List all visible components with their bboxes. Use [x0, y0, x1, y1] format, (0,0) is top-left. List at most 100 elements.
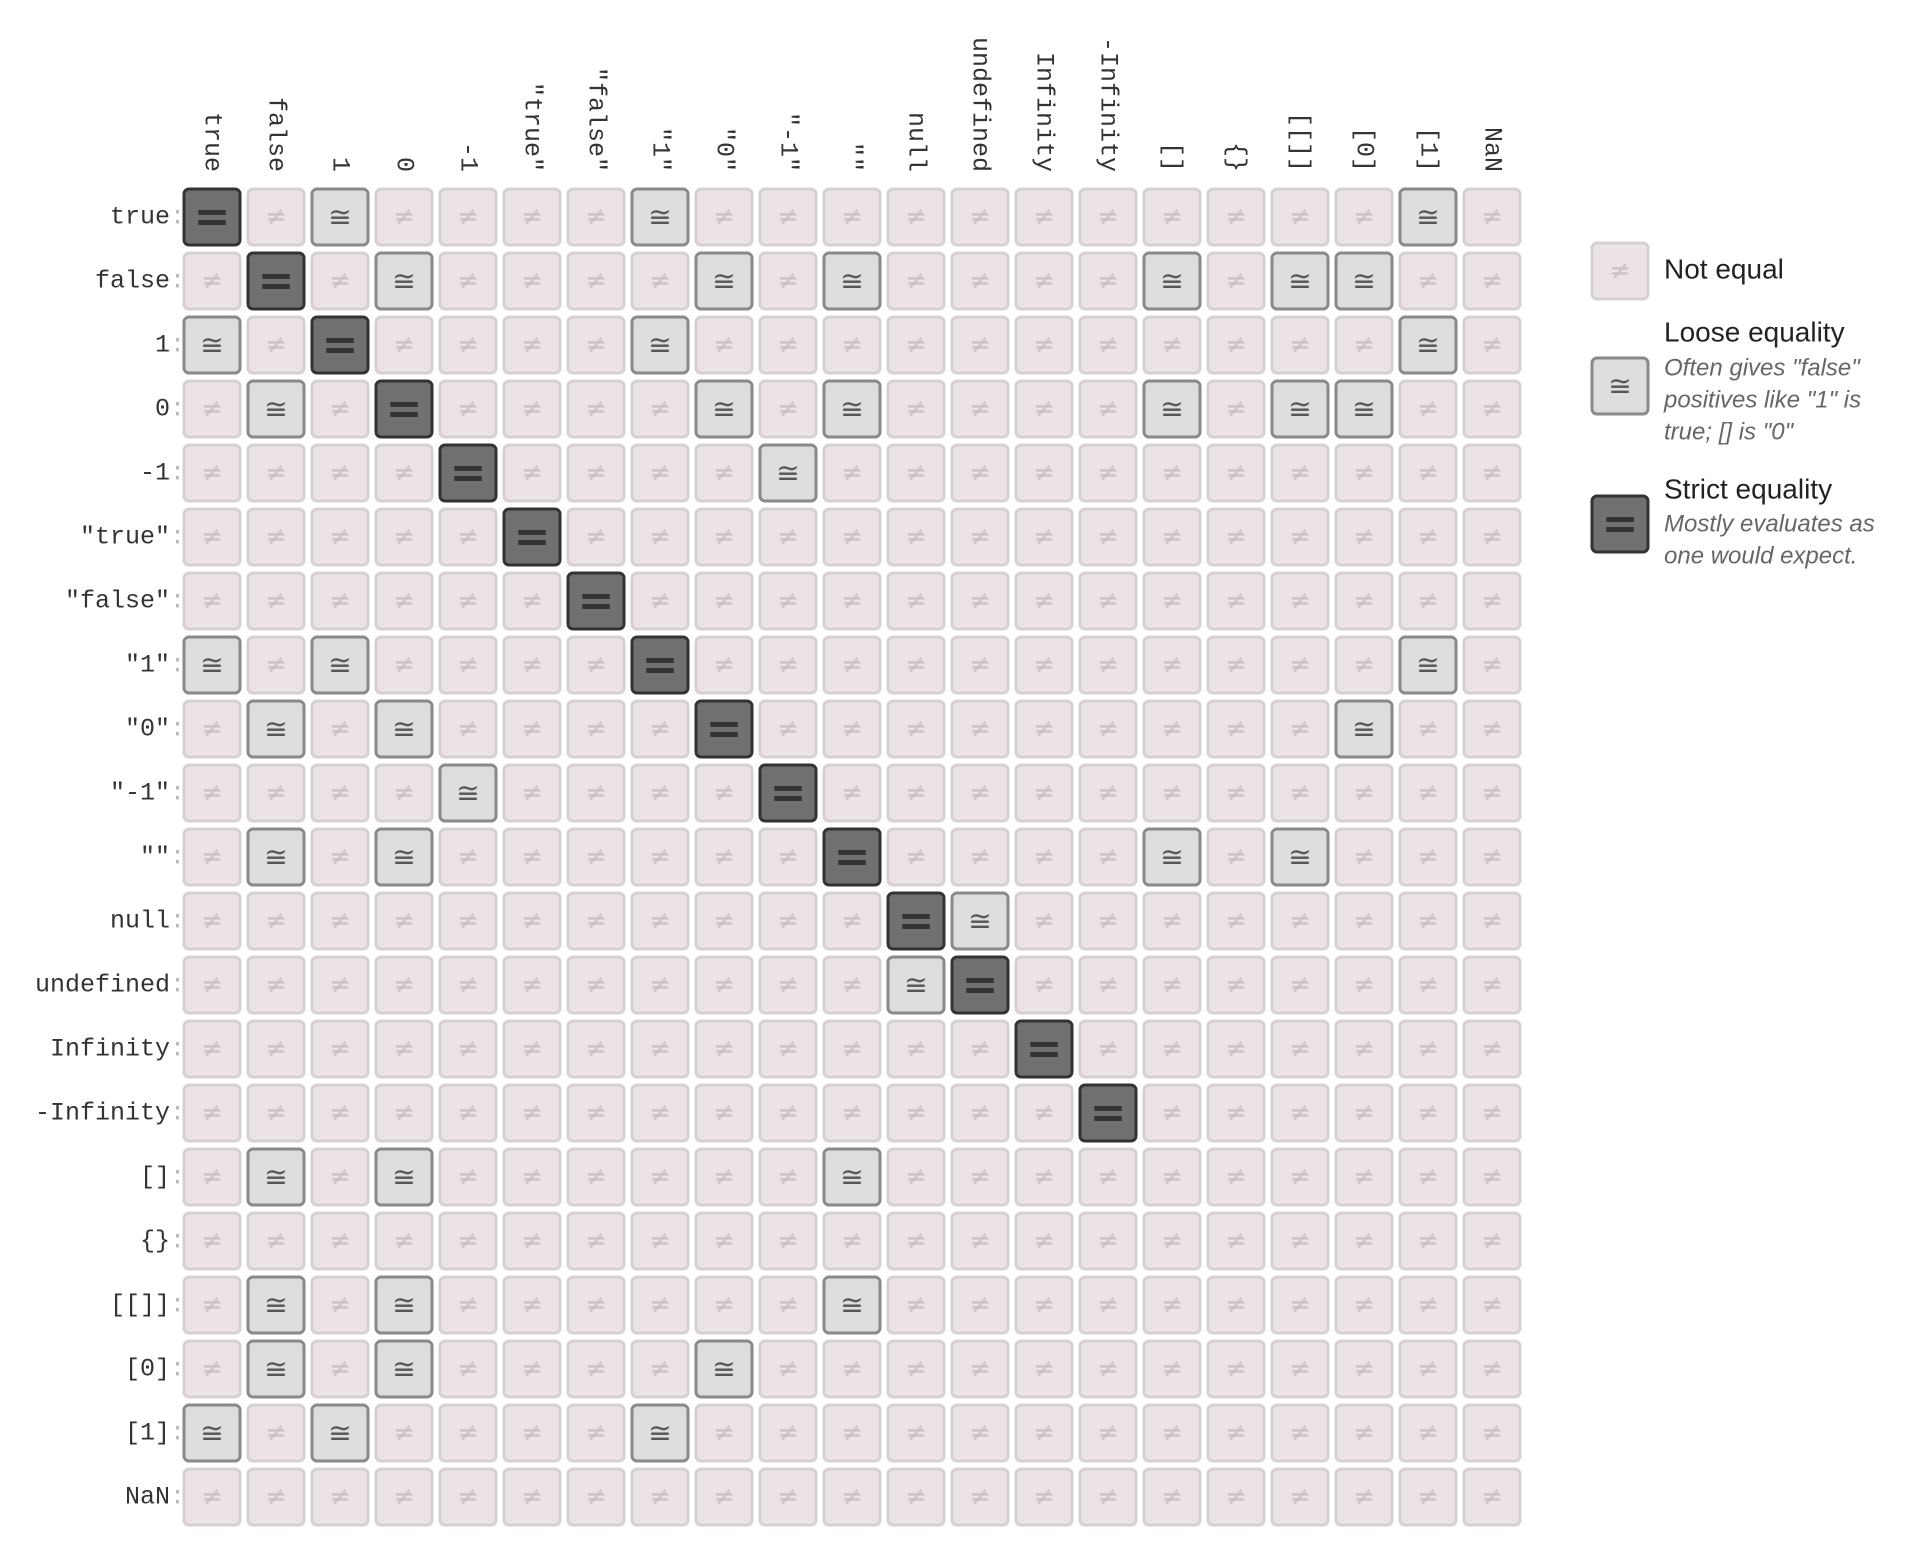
row-label: {}	[140, 1227, 170, 1256]
cell-symbol: ≠	[1161, 906, 1183, 936]
cell	[438, 1275, 498, 1335]
cell	[1462, 1403, 1522, 1463]
row-separator: :	[170, 523, 185, 552]
cell	[1398, 763, 1458, 823]
cell	[182, 891, 242, 951]
cell-symbol: ≠	[201, 1098, 223, 1128]
cell-symbol: ≠	[649, 1162, 671, 1192]
row-separator: :	[170, 715, 185, 744]
cell-symbol: ≠	[1481, 1290, 1503, 1320]
cell-symbol: ≠	[1481, 842, 1503, 872]
cell	[1142, 635, 1202, 695]
cell	[310, 315, 370, 375]
cell	[1462, 827, 1522, 887]
cell	[1462, 1339, 1522, 1399]
cell	[1462, 187, 1522, 247]
row-label: -Infinity	[35, 1099, 170, 1128]
cell-symbol: ≠	[905, 394, 927, 424]
cell	[1398, 443, 1458, 503]
cell-symbol: ≠	[585, 714, 607, 744]
cell	[694, 1019, 754, 1079]
cell-symbol: ≠	[1417, 1290, 1439, 1320]
cell	[502, 379, 562, 439]
cell-symbol: ≠	[521, 650, 543, 680]
cell	[1398, 379, 1458, 439]
cell	[758, 955, 818, 1015]
cell-symbol: ≠	[777, 586, 799, 616]
cell	[886, 763, 946, 823]
cell-symbol: ≠	[777, 1098, 799, 1128]
cell	[1462, 1211, 1522, 1271]
cell-symbol: ≠	[1481, 266, 1503, 296]
cell-symbol: ≠	[905, 266, 927, 296]
cell-symbol: ≠	[265, 1098, 287, 1128]
cell-symbol: ≠	[1481, 1034, 1503, 1064]
cell-symbol: ≠	[457, 266, 479, 296]
cell	[310, 1083, 370, 1143]
cell-symbol: ≠	[1097, 1226, 1119, 1256]
cell-symbol: ≠	[713, 778, 735, 808]
cell-symbol: ≠	[1161, 714, 1183, 744]
cell	[438, 1403, 498, 1463]
cell	[1142, 763, 1202, 823]
cell-symbol: ≠	[265, 906, 287, 936]
cell-symbol: ≠	[521, 1226, 543, 1256]
cell	[566, 699, 626, 759]
cell	[822, 187, 882, 247]
cell-symbol: ≠	[1289, 1226, 1311, 1256]
cell-symbol: ≠	[1033, 1482, 1055, 1512]
cell-symbol: ≠	[1353, 906, 1375, 936]
cell	[502, 763, 562, 823]
cell	[1206, 507, 1266, 567]
legend-title: Loose equality	[1664, 316, 1845, 347]
cell-symbol: ≅	[1416, 329, 1439, 362]
cell	[566, 1083, 626, 1143]
cell	[694, 635, 754, 695]
row-separator: :	[170, 1163, 185, 1192]
cell	[1078, 827, 1138, 887]
legend-swatch	[1590, 241, 1650, 301]
cell	[374, 1019, 434, 1079]
cell-symbol: ≠	[841, 1226, 863, 1256]
cell-symbol: ≠	[201, 1482, 223, 1512]
cell	[310, 827, 370, 887]
cell-symbol: ≠	[777, 1034, 799, 1064]
cell-symbol: ≠	[1225, 906, 1247, 936]
cell-symbol: ≅	[1160, 841, 1183, 874]
cell	[374, 571, 434, 631]
cell-symbol: ≠	[521, 330, 543, 360]
cell	[1142, 827, 1202, 887]
cell-symbol: ≠	[265, 1034, 287, 1064]
cell-symbol: ≅	[264, 713, 287, 746]
cell-symbol: ≠	[1097, 266, 1119, 296]
legend-title: Strict equality	[1664, 473, 1832, 504]
row-separator: :	[170, 843, 185, 872]
cell-symbol: ≠	[1353, 1482, 1375, 1512]
cell-symbol: ≠	[265, 778, 287, 808]
cell-symbol: ≠	[1289, 586, 1311, 616]
cell	[1206, 251, 1266, 311]
cell-symbol: ≠	[585, 1354, 607, 1384]
cell-symbol: ≅	[200, 1417, 223, 1450]
cell	[246, 251, 306, 311]
cell	[758, 763, 818, 823]
cell	[246, 571, 306, 631]
cell	[1014, 507, 1074, 567]
cell	[566, 1275, 626, 1335]
cell-symbol: ≠	[521, 1354, 543, 1384]
cell-symbol: ≠	[713, 650, 735, 680]
cell	[1142, 955, 1202, 1015]
cell-symbol: ≠	[1097, 202, 1119, 232]
cell-symbol: ≠	[265, 650, 287, 680]
cell	[1078, 955, 1138, 1015]
cell	[1014, 635, 1074, 695]
cell-symbol: ≠	[265, 970, 287, 1000]
cell-symbol: ≠	[1225, 266, 1247, 296]
cell	[950, 1339, 1010, 1399]
cell	[1142, 1211, 1202, 1271]
cell-symbol: ≠	[1097, 714, 1119, 744]
cell-symbol: ≠	[1289, 1162, 1311, 1192]
cell-symbol: ≠	[1097, 458, 1119, 488]
cell	[1398, 635, 1458, 695]
legend-description: Mostly evaluates as	[1664, 510, 1875, 537]
